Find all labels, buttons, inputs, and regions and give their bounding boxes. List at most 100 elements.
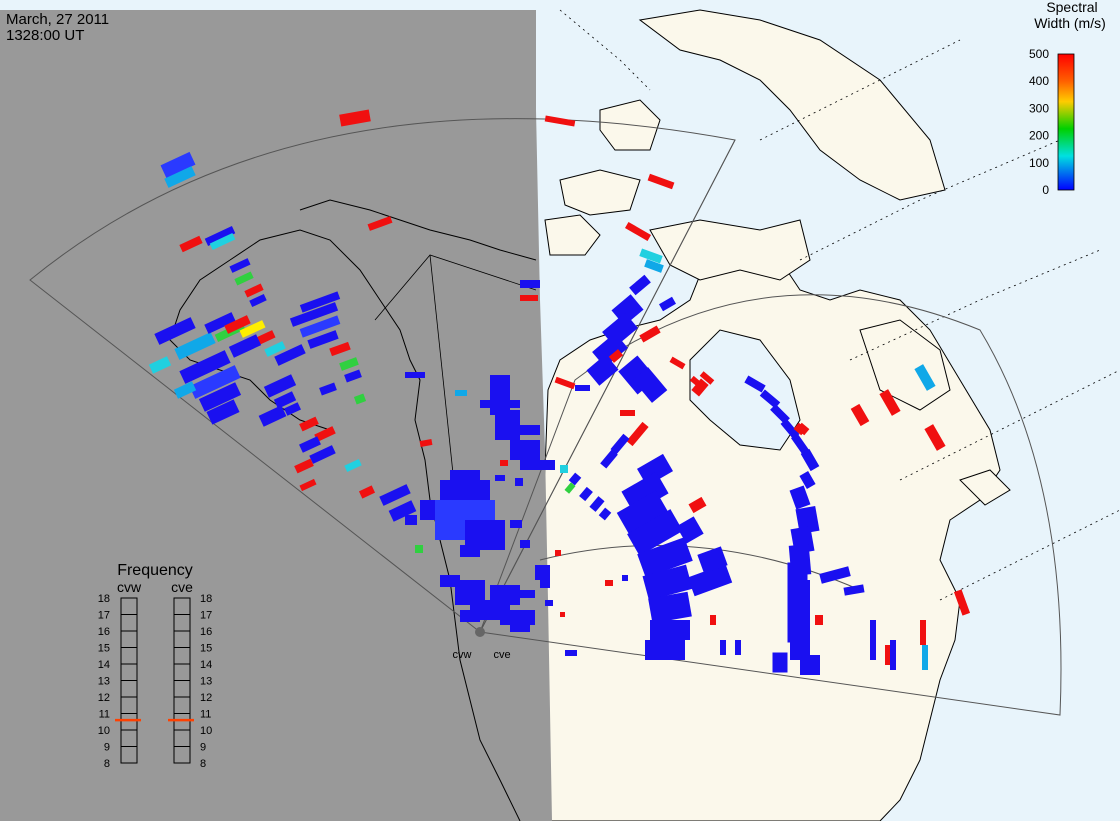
scatter-cell	[850, 403, 870, 427]
scatter-cell	[419, 439, 433, 447]
arctic-island-1	[559, 169, 641, 216]
frequency-radar-cvw: cvw	[117, 579, 142, 595]
frequency-scale-label: 15	[98, 643, 110, 655]
scatter-cell	[642, 564, 693, 601]
scatter-cell	[789, 485, 811, 510]
scatter-cell	[924, 424, 946, 451]
canada-arctic-coast	[299, 199, 537, 261]
scatter-cell	[621, 471, 669, 514]
spectral-width-colorbar: Spectral Width (m/s) 500 400 300 200 100 0	[1029, 0, 1106, 197]
scatter-cell	[629, 274, 651, 296]
scatter-cell	[699, 371, 715, 385]
colorbar-ticks: 500 400 300 200 100 0	[1029, 47, 1049, 197]
frequency-scale-label: 14	[98, 659, 110, 671]
scatter-cell	[676, 516, 704, 544]
scatter-cell	[353, 393, 367, 405]
colorbar-gradient	[1057, 53, 1075, 191]
scatter-cell	[329, 341, 351, 357]
arctic-island-3	[544, 214, 601, 256]
scatter-cell	[405, 515, 417, 525]
scatter-cell	[204, 312, 236, 334]
scatter-cell	[560, 612, 565, 617]
frequency-scale-label: 13	[98, 676, 110, 688]
scatter-cell	[616, 490, 669, 535]
time-label: 1328:00 UT	[6, 27, 84, 44]
frequency-scales: 18 17 16 15 14 13 12 11 10 9 8 18 17 16 15 14 13 12 11 10 9 8	[98, 593, 213, 770]
scatter-cell	[870, 620, 876, 660]
scatter-cell	[540, 460, 555, 470]
scatter-cell	[589, 496, 605, 512]
scatter-cell	[420, 500, 435, 520]
scatter-cell	[299, 315, 341, 338]
frequency-scale-label: 11	[99, 709, 110, 721]
scatter-cell	[600, 449, 618, 469]
date-label: March, 27 2011	[6, 11, 109, 28]
scatter-cell	[520, 540, 530, 548]
scatter-cell	[535, 565, 550, 580]
scatter-cell	[234, 271, 254, 286]
frequency-scale-label: 11	[200, 709, 211, 721]
scatter-cell	[520, 280, 540, 288]
scatter-cell	[480, 400, 520, 408]
scatter-cell	[920, 620, 926, 645]
scatter-cell	[735, 640, 741, 655]
cve-fov	[479, 294, 1062, 716]
scatter-cell	[780, 418, 800, 440]
scatter-cell	[744, 375, 766, 393]
lat-line-2	[799, 139, 1061, 261]
scatter-cell	[515, 478, 523, 486]
scatter-cell	[490, 585, 520, 605]
scatter-cell	[620, 410, 635, 416]
frequency-scale-label: 10	[98, 725, 110, 737]
scatter-cell	[800, 655, 820, 675]
frequency-scale-label: 8	[104, 758, 110, 770]
baffin-island-land	[649, 219, 811, 281]
scatter-cell	[319, 382, 337, 396]
lat-line-6	[559, 9, 651, 91]
scatter-cell	[307, 330, 339, 349]
scatter-cell	[560, 465, 568, 473]
scatter-cell	[160, 151, 196, 179]
scatter-cells	[148, 109, 971, 675]
scatter-cell	[622, 575, 628, 581]
scatter-cell	[565, 650, 577, 656]
frequency-scale-label: 16	[98, 626, 110, 638]
scatter-cell	[299, 291, 341, 313]
scatter-cell	[687, 563, 733, 597]
colorbar-tick-label: 0	[1042, 183, 1049, 197]
colorbar-tick-label: 100	[1029, 156, 1049, 170]
scatter-cell	[772, 652, 788, 673]
scatter-cell	[650, 620, 690, 640]
scatter-cell	[405, 372, 425, 378]
scatter-cell	[922, 645, 928, 670]
scatter-cell	[358, 485, 376, 499]
scatter-cell	[790, 433, 810, 455]
scatter-cell	[710, 615, 716, 625]
scatter-cell	[379, 484, 411, 506]
scatter-cell	[273, 391, 297, 409]
scatter-cell	[294, 458, 314, 474]
scatter-cell	[263, 374, 297, 398]
colorbar-tick-label: 300	[1029, 101, 1049, 115]
frequency-scale-label: 12	[98, 692, 110, 704]
scatter-cell	[179, 350, 231, 384]
colorbar-tick-label: 500	[1029, 47, 1049, 61]
scatter-cell	[790, 620, 810, 660]
frequency-scale-label: 18	[200, 593, 212, 605]
frequency-scale-label: 17	[98, 610, 110, 622]
scatter-cell	[249, 293, 267, 308]
radar-fov	[29, 118, 1062, 716]
scatter-cell	[148, 356, 172, 374]
scatter-cell	[154, 317, 196, 345]
cvw-fov	[29, 118, 736, 633]
scatter-cell	[647, 173, 675, 190]
scatter-cell	[890, 640, 896, 670]
scatter-cell	[388, 500, 417, 522]
scatter-cell	[624, 221, 652, 242]
greenland-land	[638, 9, 946, 201]
frequency-scale-label: 17	[200, 610, 212, 622]
scatter-cell	[637, 537, 693, 578]
scatter-cell	[759, 389, 781, 409]
